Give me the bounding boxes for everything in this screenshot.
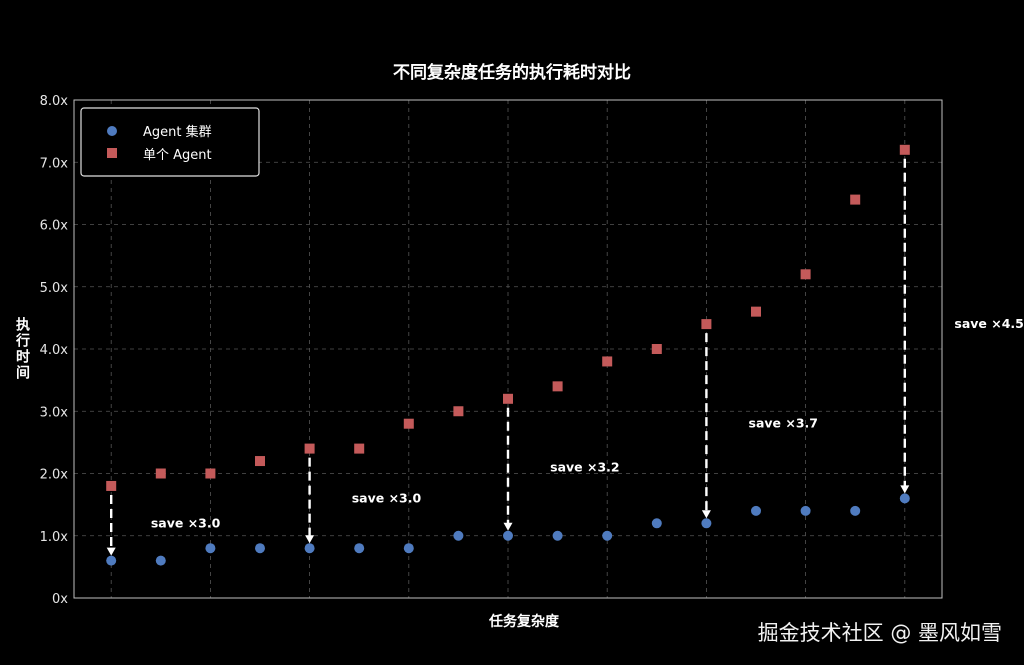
agent-cluster-point	[651, 518, 662, 529]
single-agent-point	[403, 418, 414, 429]
savings-arrow-head	[900, 485, 910, 494]
watermark: 掘金技术社区 @ 墨风如雪	[757, 621, 1002, 645]
single-agent-point	[503, 393, 513, 404]
agent-cluster-point	[304, 543, 315, 554]
y-tick-label: 1.0x	[40, 530, 69, 545]
agent-cluster-point	[106, 555, 117, 566]
single-agent-point	[205, 468, 216, 479]
plot-frame	[73, 99, 943, 599]
legend-label-cluster: Agent 集群	[143, 124, 212, 140]
agent-cluster-point	[354, 543, 365, 554]
y-tick-label: 8.0x	[40, 94, 69, 109]
savings-arrow-head	[503, 522, 513, 531]
single-agent-point	[899, 144, 910, 155]
agent-cluster-point	[850, 505, 861, 516]
legend-marker-cluster	[107, 126, 117, 136]
legend-marker-single	[107, 148, 117, 158]
agent-cluster-point	[155, 555, 166, 566]
chart-title: 不同复杂度任务的执行耗时对比	[393, 62, 631, 83]
y-axis-label: 执行时间	[14, 316, 31, 381]
single-agent-point	[850, 194, 861, 205]
savings-label: save ×3.2	[550, 459, 619, 474]
y-tick-label: 4.0x	[40, 343, 69, 358]
savings-arrow-head	[305, 535, 315, 544]
agent-cluster-point	[751, 505, 761, 516]
y-tick-label: 7.0x	[40, 156, 69, 171]
agent-cluster-point	[255, 543, 265, 554]
savings-label: save ×4.5	[954, 316, 1023, 331]
y-tick-label: 0x	[52, 592, 68, 607]
legend-label-single: 单个 Agent	[143, 148, 212, 163]
agent-cluster-point	[899, 493, 910, 504]
y-tick-label: 5.0x	[40, 281, 69, 296]
y-tick-label: 2.0x	[40, 468, 69, 483]
single-agent-point	[751, 306, 761, 317]
savings-label: save ×3.0	[352, 490, 422, 505]
agent-cluster-point	[800, 505, 811, 516]
agent-cluster-point	[403, 543, 414, 554]
agent-cluster-point	[453, 530, 464, 541]
single-agent-point	[552, 381, 563, 392]
single-agent-point	[255, 456, 265, 467]
savings-arrow-head	[106, 547, 116, 556]
single-agent-point	[701, 319, 712, 330]
single-agent-point	[800, 269, 811, 280]
savings-arrow-head	[701, 510, 711, 519]
savings-label: save ×3.7	[749, 416, 818, 431]
x-axis-label: 任务复杂度	[488, 613, 560, 630]
single-agent-point	[651, 344, 662, 354]
single-agent-point	[602, 356, 613, 367]
legend-box	[80, 107, 260, 177]
agent-cluster-point	[602, 530, 613, 541]
y-tick-labels: 0x 1.0x 2.0x 3.0x 4.0x 5.0x 6.0x 7.0x 8.0x	[40, 94, 69, 607]
y-tick-label: 3.0x	[40, 405, 69, 420]
single-agent-point	[155, 468, 166, 479]
y-tick-label: 6.0x	[40, 219, 69, 234]
single-agent-point	[106, 480, 117, 491]
agent-cluster-point	[552, 530, 563, 541]
data-points	[106, 144, 910, 566]
agent-cluster-point	[503, 530, 513, 541]
agent-cluster-point	[205, 543, 216, 554]
single-agent-point	[453, 406, 464, 417]
legend: Agent 集群 单个 Agent	[80, 107, 260, 177]
annotation-arrows	[106, 158, 910, 556]
annotation-labels: save ×3.0 save ×3.0 save ×3.2 save ×3.7 save…	[151, 316, 1024, 530]
single-agent-point	[304, 443, 315, 454]
savings-label: save ×3.0	[151, 515, 221, 530]
single-agent-point	[354, 443, 365, 454]
agent-cluster-point	[701, 518, 712, 529]
